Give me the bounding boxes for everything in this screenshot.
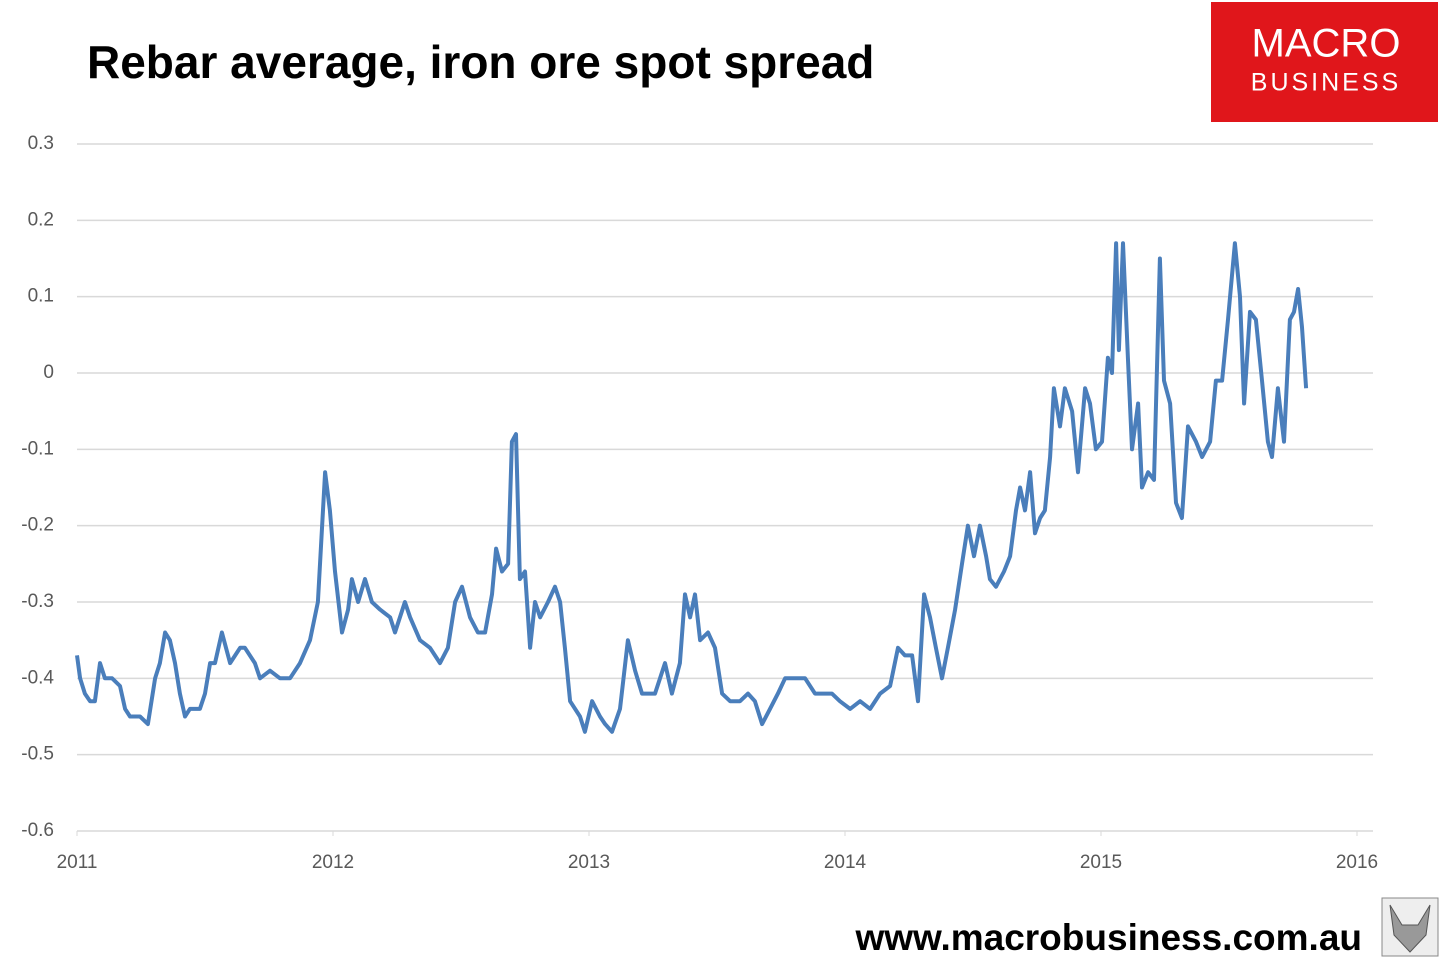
- footer-url: www.macrobusiness.com.au: [854, 917, 1362, 958]
- y-tick-label: -0.6: [21, 820, 54, 841]
- y-tick-label: 0.2: [28, 209, 54, 230]
- x-tick-label: 2014: [824, 852, 867, 873]
- y-tick-label: -0.2: [21, 515, 54, 536]
- y-tick-label: -0.4: [21, 667, 54, 688]
- logo-text: MACRO: [1252, 22, 1401, 66]
- data-line: [75, 241, 1309, 734]
- x-tick-label: 2011: [57, 852, 98, 873]
- logo-box: [1211, 2, 1438, 122]
- x-tick-label: 2015: [1080, 852, 1122, 873]
- x-tick-label: 2016: [1336, 852, 1378, 873]
- icon-shape: [1389, 904, 1431, 953]
- y-tick-label: -0.5: [21, 744, 54, 765]
- y-tick-label: -0.1: [21, 438, 54, 459]
- y-tick-label: 0: [43, 362, 54, 383]
- y-tick-label: 0.1: [28, 286, 54, 307]
- chart-title: Rebar average, iron ore spot spread: [87, 36, 874, 88]
- x-tick-label: 2013: [568, 852, 610, 873]
- logo-text: BUSINESS: [1251, 69, 1401, 97]
- wolf-icon: [1381, 897, 1439, 957]
- x-tick-label: 2012: [312, 852, 354, 873]
- y-tick-label: 0.3: [28, 133, 54, 154]
- y-tick-label: -0.3: [21, 591, 54, 612]
